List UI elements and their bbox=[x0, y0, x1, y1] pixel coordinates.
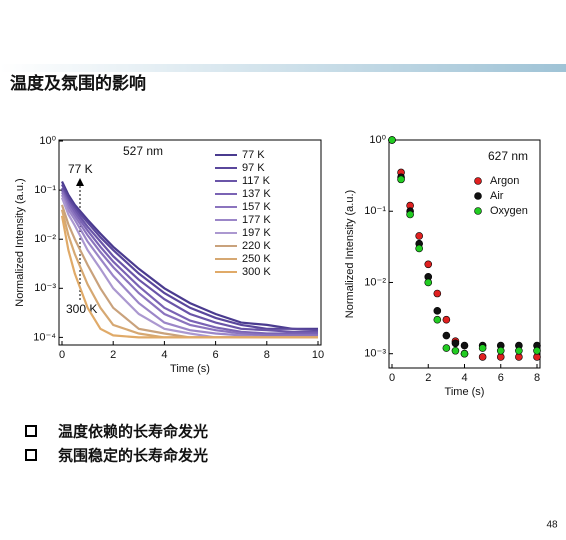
scatter-point bbox=[397, 175, 405, 184]
legend-label: 157 K bbox=[242, 201, 271, 213]
scatter-point bbox=[442, 315, 451, 324]
x-tick-label: 6 bbox=[213, 349, 219, 361]
x-tick-label: 2 bbox=[110, 349, 116, 361]
annotation: 527 nm bbox=[123, 144, 163, 158]
scatter-point bbox=[451, 339, 460, 348]
series-line bbox=[60, 194, 318, 339]
legend-label: Argon bbox=[490, 175, 519, 187]
bullet-icon bbox=[25, 425, 37, 437]
legend-label: 117 K bbox=[242, 175, 271, 187]
x-tick-label: 0 bbox=[389, 372, 395, 384]
scatter-point bbox=[406, 210, 414, 219]
bullet-icon bbox=[25, 449, 37, 461]
legend-label: 177 K bbox=[242, 214, 271, 226]
x-tick-label: 2 bbox=[425, 372, 431, 384]
scatter-point bbox=[478, 353, 487, 361]
scatter-point bbox=[433, 289, 442, 298]
scatter-point bbox=[433, 307, 442, 315]
scatter-point bbox=[442, 344, 451, 352]
x-tick-label: 6 bbox=[498, 372, 504, 384]
scatter-point bbox=[460, 341, 469, 350]
x-tick-label: 0 bbox=[59, 349, 65, 361]
y-tick-label: 10⁻³ bbox=[364, 348, 386, 360]
legend-label: 220 K bbox=[242, 240, 271, 252]
series-line bbox=[60, 197, 318, 339]
arrow-head bbox=[76, 178, 84, 186]
x-tick-label: 10 bbox=[312, 349, 324, 361]
annotation: 627 nm bbox=[488, 149, 528, 163]
legend-swatch bbox=[474, 192, 482, 200]
legend-label: 300 K bbox=[242, 266, 271, 278]
series-line bbox=[61, 191, 318, 337]
y-tick-label: 10⁻¹ bbox=[364, 205, 386, 217]
legend-label: 137 K bbox=[242, 188, 271, 200]
scatter-point bbox=[478, 344, 487, 352]
y-tick-label: 10⁰ bbox=[369, 134, 386, 146]
legend-label: 250 K bbox=[242, 253, 271, 265]
scatter-point bbox=[415, 244, 423, 253]
scatter-point bbox=[460, 349, 469, 358]
plot-frame bbox=[58, 139, 322, 346]
x-tick-label: 8 bbox=[534, 372, 540, 384]
series-line bbox=[60, 204, 318, 339]
series-line bbox=[60, 209, 318, 339]
scatter-point bbox=[424, 278, 433, 287]
series-line bbox=[61, 187, 318, 333]
series-line bbox=[61, 184, 319, 332]
x-tick-label: 4 bbox=[461, 372, 467, 384]
scatter-point bbox=[451, 346, 460, 355]
scatter-point bbox=[515, 346, 523, 355]
y-axis-label: Normalized Intensity (a.u.) bbox=[344, 190, 356, 318]
legend-label: 197 K bbox=[242, 227, 271, 239]
legend-swatch bbox=[474, 207, 482, 215]
page-number: 48 bbox=[546, 520, 558, 531]
scatter-point bbox=[533, 346, 541, 355]
legend-label: 97 K bbox=[242, 162, 265, 174]
y-tick-label: 10⁰ bbox=[39, 135, 56, 147]
legend-swatch bbox=[474, 177, 482, 185]
series-line bbox=[60, 215, 318, 339]
x-axis-label: Time (s) bbox=[445, 386, 485, 398]
scatter-point bbox=[442, 331, 451, 340]
legend-label: Air bbox=[490, 190, 504, 202]
slide-title: 温度及氛围的影响 bbox=[10, 73, 146, 94]
bullet: 温度依赖的长寿命发光 bbox=[58, 423, 208, 441]
legend-label: 77 K bbox=[242, 149, 265, 161]
x-tick-label: 8 bbox=[264, 349, 270, 361]
scatter-point bbox=[496, 346, 505, 355]
y-tick-label: 10⁻⁴ bbox=[33, 331, 56, 343]
annotation: 77 K bbox=[68, 162, 93, 176]
y-tick-label: 10⁻² bbox=[34, 233, 56, 245]
scatter-point bbox=[415, 232, 423, 240]
x-axis-label: Time (s) bbox=[170, 363, 210, 375]
legend-label: Oxygen bbox=[490, 205, 528, 217]
scatter-point bbox=[433, 315, 442, 324]
y-tick-label: 10⁻² bbox=[364, 276, 386, 288]
scatter-point bbox=[424, 260, 433, 269]
y-tick-label: 10⁻³ bbox=[34, 282, 56, 294]
y-tick-label: 10⁻¹ bbox=[34, 184, 56, 196]
header-bar bbox=[0, 64, 566, 72]
series-line bbox=[61, 181, 318, 330]
bullet: 氛围稳定的长寿命发光 bbox=[58, 447, 208, 465]
scatter-point bbox=[388, 136, 396, 144]
y-axis-label: Normalized Intensity (a.u.) bbox=[14, 178, 26, 306]
x-tick-label: 4 bbox=[161, 349, 167, 361]
series-line bbox=[61, 189, 318, 335]
